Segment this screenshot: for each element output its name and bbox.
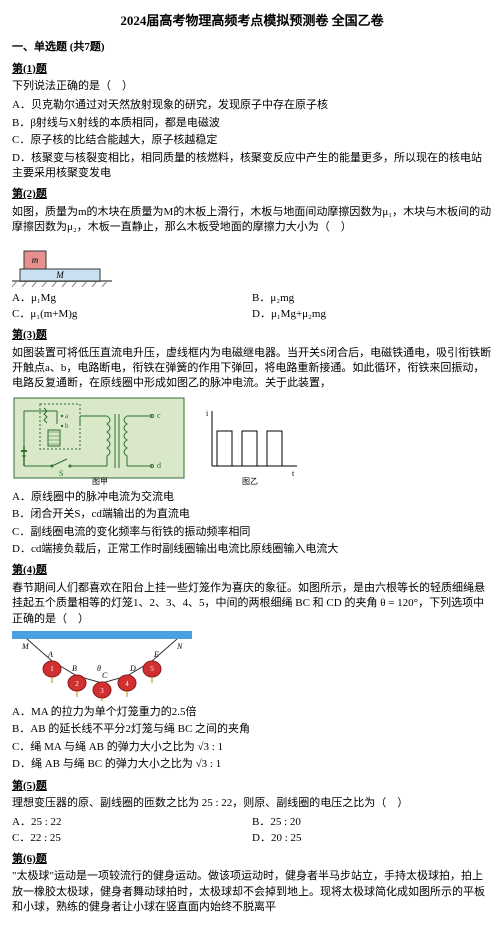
q1-opt-b: B．β射线与X射线的本质相同，都是电磁波 <box>12 116 492 131</box>
q5-opt-c: C．22 : 25 <box>12 831 252 846</box>
q4-opt-c: C．绳 MA 与绳 AB 的弹力大小之比为 √3 : 1 <box>12 740 492 755</box>
svg-text:1: 1 <box>50 665 54 673</box>
q3-stem: 如图装置可将低压直流电升压，虚线框内为电磁继电器。当开关S闭合后，电磁铁通电，吸… <box>12 346 492 392</box>
q6-stem: "太极球"运动是一项较流行的健身运动。做该项运动时，健身者半马步站立，手持太极球… <box>12 869 492 915</box>
q2-opt-b: B．μ₂mg <box>252 291 492 306</box>
q2-number: 第(2)题 <box>12 187 492 202</box>
svg-text:2: 2 <box>75 680 79 688</box>
q5-opt-b: B．25 : 20 <box>252 815 492 830</box>
q4-opt-b: B．AB 的延长线不平分2灯笼与绳 BC 之间的夹角 <box>12 722 492 737</box>
svg-text:B: B <box>72 664 77 673</box>
svg-text:3: 3 <box>100 687 104 695</box>
q2-figure: M m <box>12 239 112 287</box>
q3-opt-d: D．cd端接负载后，正常工作时副线圈输出电流比原线圈输入电流大 <box>12 542 492 557</box>
q5-number: 第(5)题 <box>12 779 492 794</box>
svg-text:E: E <box>153 650 159 659</box>
q3-opt-a: A．原线圈中的脉冲电流为交流电 <box>12 490 492 505</box>
q1-opt-c: C．原子核的比结合能越大，原子核越稳定 <box>12 133 492 148</box>
q4-options: A．MA 的拉力为单个灯笼重力的2.5倍 B．AB 的延长线不平分2灯笼与绳 B… <box>12 705 492 773</box>
q4-stem: 春节期间人们都喜欢在阳台上挂一些灯笼作为喜庆的象征。如图所示，是由六根等长的轻质… <box>12 581 492 627</box>
svg-text:t: t <box>292 469 295 478</box>
q5-opt-d: D．20 : 25 <box>252 831 492 846</box>
svg-text:5: 5 <box>150 665 154 673</box>
q5-opt-a: A．25 : 22 <box>12 815 252 830</box>
q4-figure: M N 1 2 3 4 5 A B C D E θ <box>12 631 192 701</box>
q2-opt-d: D．μ₁Mg+μ₂mg <box>252 307 492 322</box>
section-heading: 一、单选题 (共7题) <box>12 40 492 55</box>
q1-stem: 下列说法正确的是（ ） <box>12 79 492 94</box>
svg-text:i: i <box>206 409 209 418</box>
q2-stem: 如图，质量为m的木块在质量为M的木板上滑行，木板与地面间动摩擦因数为μ₁，木块与… <box>12 205 492 236</box>
svg-text:θ: θ <box>97 664 101 673</box>
svg-text:c: c <box>157 411 161 420</box>
svg-text:M: M <box>21 642 30 651</box>
q1-options: A．贝克勒尔通过对天然放射现象的研究，发现原子中存在原子核 B．β射线与X射线的… <box>12 98 492 181</box>
q2-opt-c: C．μ₁(m+M)g <box>12 307 252 322</box>
q4-number: 第(4)题 <box>12 563 492 578</box>
svg-text:A: A <box>47 650 53 659</box>
q3-number: 第(3)题 <box>12 328 492 343</box>
svg-text:M: M <box>55 270 64 280</box>
q3-figure: S a b c d 图甲 i t 图乙 <box>12 396 312 486</box>
svg-text:b: b <box>65 422 69 430</box>
q1-opt-a: A．贝克勒尔通过对天然放射现象的研究，发现原子中存在原子核 <box>12 98 492 113</box>
svg-text:图甲: 图甲 <box>92 477 108 486</box>
q1-number: 第(1)题 <box>12 62 492 77</box>
q3-options: A．原线圈中的脉冲电流为交流电 B．闭合开关S，cd端输出的为直流电 C．副线圈… <box>12 490 492 558</box>
svg-text:S: S <box>59 469 63 478</box>
svg-text:C: C <box>102 671 108 680</box>
q2-opt-a: A．μ₁Mg <box>12 291 252 306</box>
svg-text:d: d <box>157 461 161 470</box>
q2-options: A．μ₁Mg B．μ₂mg C．μ₁(m+M)g D．μ₁Mg+μ₂mg <box>12 291 492 322</box>
q6-number: 第(6)题 <box>12 852 492 867</box>
q5-stem: 理想变压器的原、副线圈的匝数之比为 25 : 22，则原、副线圈的电压之比为（ … <box>12 796 492 811</box>
q4-opt-d: D．绳 AB 与绳 BC 的弹力大小之比为 √3 : 1 <box>12 757 492 772</box>
svg-text:N: N <box>176 642 183 651</box>
q3-opt-b: B．闭合开关S，cd端输出的为直流电 <box>12 507 492 522</box>
q1-opt-d: D．核聚变与核裂变相比，相同质量的核燃料，核聚变反应中产生的能量更多，所以现在的… <box>12 151 492 182</box>
exam-title: 2024届高考物理高频考点模拟预测卷 全国乙卷 <box>12 12 492 30</box>
svg-text:m: m <box>32 255 39 265</box>
svg-text:D: D <box>129 664 136 673</box>
q3-opt-c: C．副线圈电流的变化频率与衔铁的振动频率相同 <box>12 525 492 540</box>
q5-options: A．25 : 22 B．25 : 20 C．22 : 25 D．20 : 25 <box>12 815 492 846</box>
svg-text:图乙: 图乙 <box>242 477 258 486</box>
svg-text:4: 4 <box>125 680 129 688</box>
